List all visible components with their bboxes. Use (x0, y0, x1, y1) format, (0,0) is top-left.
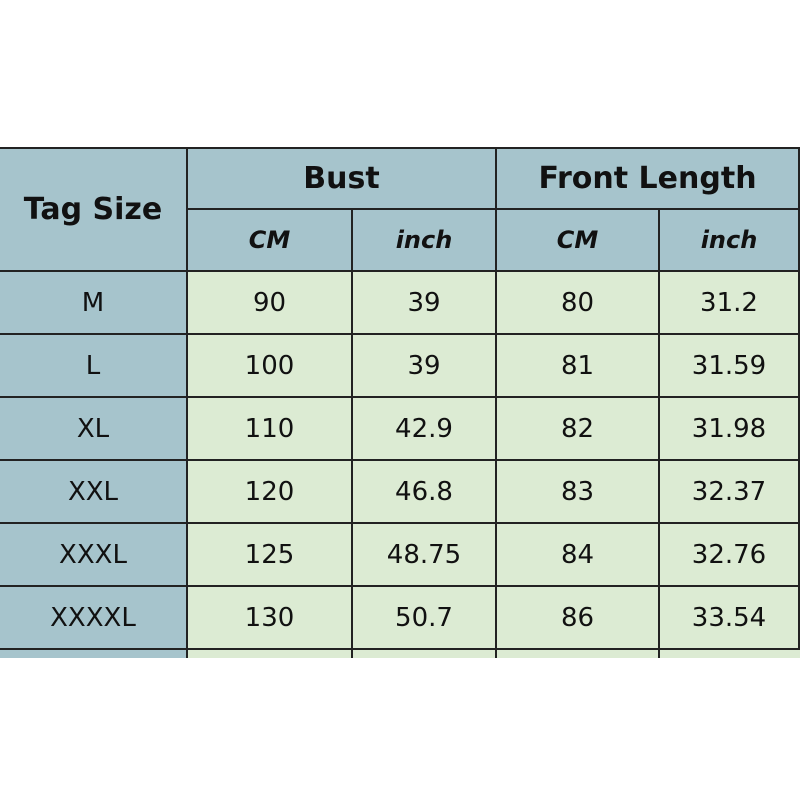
row-value-cell: 90 (188, 272, 353, 335)
row-value-cell: 50.7 (353, 587, 497, 650)
row-value-cell-text: 32.37 (691, 476, 767, 507)
row-value-cell: 130 (188, 587, 353, 650)
row-value-cell-text: 82 (560, 413, 595, 444)
header-unit-text: inch (395, 226, 453, 254)
row-size-cell-text: XXL (67, 476, 119, 507)
row-size-cell: XXXL (0, 524, 188, 587)
row-value-cell: 32.37 (660, 461, 800, 524)
row-size-cell: XXXXL (0, 587, 188, 650)
row-value-cell: 110 (188, 398, 353, 461)
row-value-cell-text: 39 (407, 350, 441, 381)
row-size-cell: L (0, 335, 188, 398)
row-value-cell: 39 (353, 272, 497, 335)
header-unit-text: CM (248, 226, 291, 254)
header-unit: inch (660, 210, 800, 272)
cut-off-row-border (658, 650, 660, 658)
header-unit: inch (353, 210, 497, 272)
row-value-cell-text: 84 (560, 539, 595, 570)
header-bust-text: Bust (303, 161, 380, 196)
row-value-cell-text: 50.7 (395, 602, 453, 633)
row-value-cell-text: 42.9 (395, 413, 453, 444)
row-value-cell-text: 33.54 (691, 602, 767, 633)
row-value-cell: 120 (188, 461, 353, 524)
cut-off-row-border (351, 650, 353, 658)
row-value-cell: 80 (497, 272, 660, 335)
row-value-cell: 31.2 (660, 272, 800, 335)
row-size-cell-text: L (85, 350, 101, 381)
row-value-cell: 48.75 (353, 524, 497, 587)
row-value-cell-text: 31.59 (691, 350, 767, 381)
row-value-cell-text: 80 (560, 287, 595, 318)
header-bust: Bust (188, 149, 497, 210)
row-value-cell-text: 125 (244, 539, 295, 570)
table-top-border (0, 147, 800, 149)
row-value-cell-text: 86 (560, 602, 595, 633)
header-front-length-text: Front Length (538, 161, 757, 196)
row-size-cell-text: XXXXL (50, 602, 136, 633)
row-value-cell: 86 (497, 587, 660, 650)
row-value-cell: 31.59 (660, 335, 800, 398)
row-value-cell-text: 81 (560, 350, 595, 381)
header-unit-text: CM (556, 226, 599, 254)
row-value-cell-text: 130 (244, 602, 295, 633)
header-tag-size: Tag Size (0, 149, 188, 272)
row-size-cell-text: M (81, 287, 105, 318)
row-value-cell-text: 100 (244, 350, 295, 381)
row-value-cell: 125 (188, 524, 353, 587)
cut-off-row-border (495, 650, 497, 658)
row-value-cell: 81 (497, 335, 660, 398)
cut-off-row (188, 650, 800, 658)
row-value-cell: 82 (497, 398, 660, 461)
row-value-cell-text: 39 (407, 287, 441, 318)
row-value-cell-text: 32.76 (691, 539, 767, 570)
row-value-cell: 32.76 (660, 524, 800, 587)
row-value-cell: 84 (497, 524, 660, 587)
row-size-cell: M (0, 272, 188, 335)
cut-off-row-border (186, 650, 188, 658)
row-value-cell-text: 46.8 (395, 476, 453, 507)
row-size-cell-text: XL (76, 413, 110, 444)
row-value-cell-text: 31.98 (691, 413, 767, 444)
row-value-cell: 46.8 (353, 461, 497, 524)
row-value-cell-text: 48.75 (386, 539, 462, 570)
row-size-cell: XXL (0, 461, 188, 524)
row-value-cell: 100 (188, 335, 353, 398)
header-tag-size-text: Tag Size (23, 192, 163, 227)
row-value-cell-text: 90 (252, 287, 287, 318)
row-value-cell: 33.54 (660, 587, 800, 650)
row-size-cell-text: XXXL (59, 539, 127, 570)
header-unit-text: inch (700, 226, 758, 254)
row-value-cell: 42.9 (353, 398, 497, 461)
row-value-cell-text: 110 (244, 413, 295, 444)
row-size-cell: XL (0, 398, 188, 461)
cut-off-row (0, 650, 188, 658)
header-front-length: Front Length (497, 149, 800, 210)
header-unit: CM (497, 210, 660, 272)
row-value-cell: 83 (497, 461, 660, 524)
row-value-cell-text: 83 (560, 476, 595, 507)
row-value-cell: 31.98 (660, 398, 800, 461)
row-value-cell: 39 (353, 335, 497, 398)
header-unit: CM (188, 210, 353, 272)
row-value-cell-text: 31.2 (700, 287, 758, 318)
row-value-cell-text: 120 (244, 476, 295, 507)
